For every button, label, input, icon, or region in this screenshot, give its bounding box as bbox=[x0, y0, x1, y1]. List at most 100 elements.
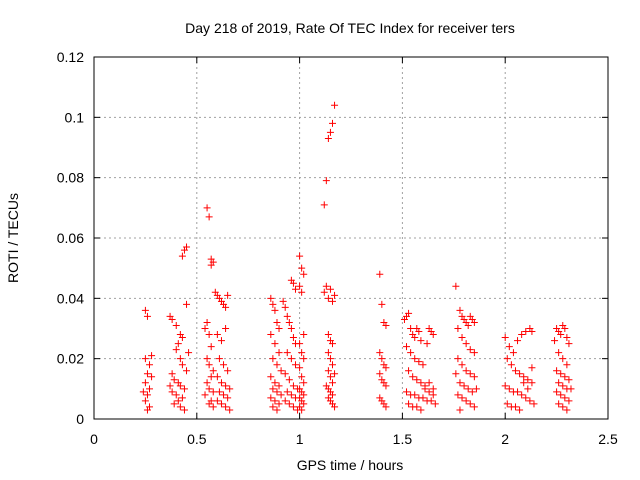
data-point bbox=[326, 355, 334, 363]
data-point bbox=[331, 370, 339, 378]
data-point bbox=[328, 379, 336, 387]
data-point bbox=[551, 337, 559, 345]
data-point bbox=[503, 355, 511, 363]
data-point bbox=[281, 397, 289, 405]
data-point bbox=[557, 391, 565, 399]
data-point bbox=[170, 376, 178, 384]
data-point bbox=[300, 270, 308, 278]
data-point bbox=[324, 134, 332, 142]
data-point bbox=[277, 367, 285, 375]
data-point bbox=[296, 282, 304, 290]
data-point bbox=[456, 306, 464, 314]
data-point bbox=[326, 373, 334, 381]
data-point bbox=[382, 364, 390, 372]
data-point bbox=[326, 128, 334, 136]
data-point bbox=[382, 403, 390, 411]
data-point bbox=[176, 382, 184, 390]
data-point bbox=[289, 382, 297, 390]
data-point bbox=[215, 388, 223, 396]
data-point bbox=[298, 264, 306, 272]
data-point bbox=[464, 321, 472, 329]
data-point bbox=[470, 349, 478, 357]
data-point bbox=[530, 400, 538, 408]
data-point bbox=[456, 379, 464, 387]
data-point bbox=[405, 309, 413, 317]
data-point bbox=[565, 376, 573, 384]
data-point bbox=[279, 297, 287, 305]
data-point bbox=[407, 349, 415, 357]
data-point bbox=[419, 394, 427, 402]
data-point bbox=[180, 406, 188, 414]
data-point bbox=[514, 337, 522, 345]
data-point bbox=[285, 400, 293, 408]
data-point bbox=[411, 334, 419, 342]
data-point bbox=[220, 391, 228, 399]
data-point bbox=[143, 370, 151, 378]
data-point bbox=[291, 361, 299, 369]
data-point bbox=[267, 373, 275, 381]
data-point bbox=[283, 349, 291, 357]
data-point bbox=[503, 400, 511, 408]
data-point bbox=[458, 334, 466, 342]
x-tick-label: 2 bbox=[501, 431, 509, 447]
data-point bbox=[141, 355, 149, 363]
data-point bbox=[561, 373, 569, 381]
data-point bbox=[559, 355, 567, 363]
data-point bbox=[300, 400, 308, 408]
y-tick-label: 0.02 bbox=[57, 351, 84, 367]
data-point bbox=[215, 355, 223, 363]
data-point bbox=[300, 355, 308, 363]
data-point bbox=[275, 400, 283, 408]
data-point bbox=[563, 334, 571, 342]
data-point bbox=[411, 391, 419, 399]
data-point bbox=[559, 382, 567, 390]
data-point bbox=[289, 334, 297, 342]
data-point bbox=[328, 391, 336, 399]
data-point bbox=[205, 331, 213, 339]
data-point bbox=[522, 394, 530, 402]
data-point bbox=[326, 285, 334, 293]
data-point bbox=[429, 331, 437, 339]
data-point bbox=[283, 312, 291, 320]
data-point bbox=[411, 355, 419, 363]
x-tick-label: 1.5 bbox=[393, 431, 413, 447]
data-point bbox=[378, 300, 386, 308]
data-point bbox=[505, 385, 513, 393]
data-point bbox=[427, 397, 435, 405]
data-point bbox=[417, 406, 425, 414]
data-point bbox=[553, 388, 561, 396]
data-point bbox=[466, 346, 474, 354]
data-point bbox=[203, 379, 211, 387]
data-point bbox=[174, 397, 182, 405]
data-point bbox=[417, 337, 425, 345]
data-point bbox=[296, 364, 304, 372]
data-point bbox=[456, 406, 464, 414]
data-point bbox=[148, 352, 156, 360]
data-point bbox=[528, 364, 536, 372]
data-point bbox=[271, 306, 279, 314]
data-point bbox=[524, 385, 532, 393]
data-point bbox=[207, 343, 215, 351]
data-point bbox=[285, 318, 293, 326]
data-points bbox=[139, 101, 575, 414]
data-point bbox=[524, 376, 532, 384]
data-point bbox=[561, 394, 569, 402]
data-point bbox=[287, 325, 295, 332]
y-axis-label: ROTI / TECUs bbox=[5, 193, 21, 283]
data-point bbox=[563, 406, 571, 414]
data-point bbox=[413, 403, 421, 411]
data-point bbox=[298, 373, 306, 381]
data-point bbox=[462, 340, 470, 348]
data-point bbox=[148, 373, 156, 381]
data-point bbox=[425, 379, 433, 387]
data-point bbox=[405, 367, 413, 375]
data-point bbox=[470, 318, 478, 326]
data-point bbox=[283, 388, 291, 396]
data-point bbox=[331, 403, 339, 411]
data-point bbox=[217, 379, 225, 387]
data-point bbox=[382, 321, 390, 329]
data-point bbox=[168, 315, 176, 323]
data-point bbox=[224, 367, 232, 375]
data-point bbox=[452, 282, 460, 290]
